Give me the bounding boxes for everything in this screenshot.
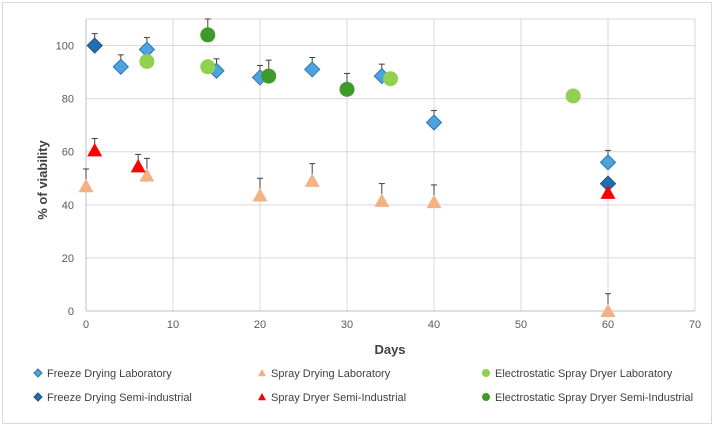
data-point [565,88,581,104]
data-point [303,61,321,78]
x-tick-label: 70 [689,319,701,331]
data-point [86,37,103,54]
data-markers [78,27,617,317]
data-point [599,154,617,171]
legend-marker [258,369,266,377]
legend-marker [33,392,43,402]
data-point [425,114,443,131]
legend-item: Electrostatic Spray Dryer Semi-Industria… [482,392,693,404]
legend-marker [482,369,490,377]
y-tick-label: 60 [62,147,74,159]
data-point [383,71,398,87]
y-tick-label: 0 [68,306,74,318]
data-point [339,81,355,97]
x-tick-label: 30 [341,319,353,331]
legend-label: Spray Drying Laboratory [271,368,391,380]
data-point [374,193,390,207]
data-point [200,59,216,75]
y-tick-label: 20 [62,253,74,265]
legend-marker [33,368,43,378]
x-tick-label: 50 [515,319,527,331]
data-point [600,303,616,317]
data-point [261,68,277,84]
data-point [426,194,442,209]
x-tick-label: 10 [167,319,179,331]
x-tick-label: 40 [428,319,440,331]
data-point [200,27,216,43]
data-point [112,58,130,75]
x-tick-label: 20 [254,319,266,331]
axes: 0 10 20 30 40 50 60 70 0 20 40 60 80 100 [56,19,701,331]
legend-label: Freeze Drying Laboratory [47,368,172,380]
legend-label: Freeze Drying Semi-industrial [47,392,192,404]
data-point [87,142,103,157]
data-point [139,53,155,69]
legend-item: Freeze Drying Laboratory [33,368,172,380]
y-axis-title: % of viability [35,140,50,220]
legend: Freeze Drying Laboratory Spray Drying Lab… [33,368,693,404]
data-point [252,188,268,202]
data-point [130,158,146,173]
y-tick-label: 80 [62,94,74,106]
x-tick-label: 0 [83,319,89,331]
y-tick-label: 40 [62,200,74,212]
legend-label: Electrostatic Spray Dryer Semi-Industria… [495,392,693,404]
legend-item: Freeze Drying Semi-industrial [33,392,192,404]
data-point [139,168,155,182]
x-tick-label: 60 [602,319,614,331]
legend-item: Spray Dryer Semi-Industrial [258,392,406,404]
y-tick-label: 100 [56,41,74,53]
data-point [304,173,320,187]
legend-item: Electrostatic Spray Dryer Laboratory [482,368,673,380]
legend-label: Spray Dryer Semi-Industrial [271,392,406,404]
legend-item: Spray Drying Laboratory [258,368,391,380]
legend-label: Electrostatic Spray Dryer Laboratory [495,368,673,380]
legend-marker [258,393,266,401]
x-axis-title: Days [374,342,405,357]
data-point [78,178,94,193]
legend-marker [482,393,490,401]
data-point [600,185,616,199]
